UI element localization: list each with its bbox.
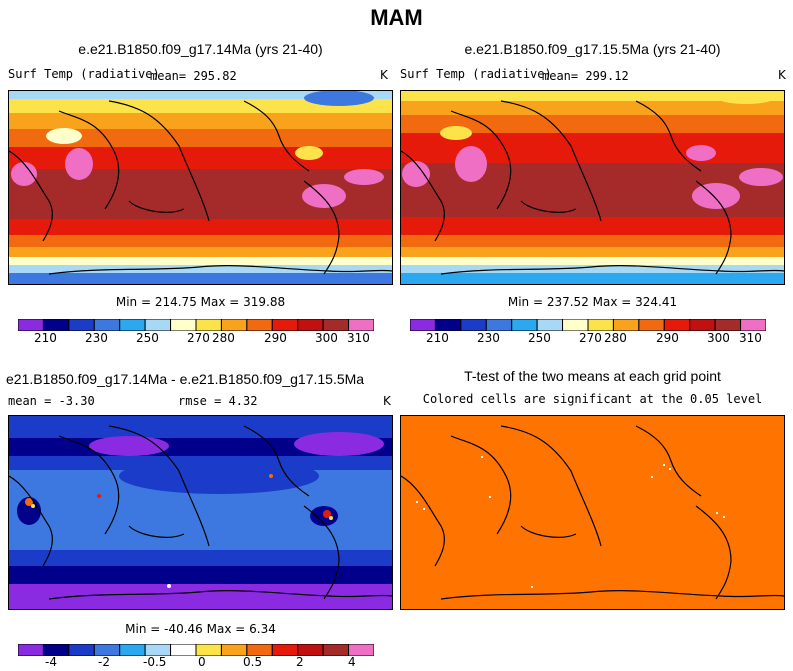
cb1-label: 310 xyxy=(347,331,370,345)
panel4-map xyxy=(400,415,785,610)
panel2-variable-label: Surf Temp (radiative) xyxy=(400,67,552,81)
panel2-units: K xyxy=(778,68,786,82)
panel1-map xyxy=(8,90,393,285)
cb3-label: 2 xyxy=(296,655,304,669)
cb2-label: 310 xyxy=(739,331,762,345)
cb2-label: 300 xyxy=(707,331,730,345)
colorbar-swatch xyxy=(246,318,273,332)
cb1-label: 280 xyxy=(212,331,235,345)
colorbar-swatch xyxy=(409,318,436,332)
cb1-label: 250 xyxy=(136,331,159,345)
colorbar-swatch xyxy=(714,318,742,332)
panel2-map xyxy=(400,90,785,285)
panel4-title: T-test of the two means at each grid poi… xyxy=(464,368,721,384)
cb3-label: 4 xyxy=(348,655,356,669)
cb2-label: 230 xyxy=(477,331,500,345)
colorbar-swatch xyxy=(195,318,222,332)
colorbar-swatch xyxy=(536,318,564,332)
panel3-map xyxy=(8,415,393,610)
figure-title: MAM xyxy=(370,5,423,30)
colorbar-swatch xyxy=(42,318,70,332)
cb2-label: 290 xyxy=(656,331,679,345)
cb3-label: -4 xyxy=(45,655,57,669)
colorbar-swatch xyxy=(460,318,487,332)
panel2-mean: mean= 299.12 xyxy=(542,69,629,83)
cb3-label: -2 xyxy=(98,655,110,669)
panel3-mean: mean = -3.30 xyxy=(8,394,95,408)
colorbar-swatch xyxy=(17,318,44,332)
panel4-subtitle: Colored cells are significant at the 0.0… xyxy=(422,392,763,406)
cb2-label: 210 xyxy=(426,331,449,345)
colorbar-swatch xyxy=(271,318,299,332)
colorbar-swatch xyxy=(740,318,767,332)
cb2-label: 270 xyxy=(579,331,602,345)
cb1-label: 290 xyxy=(264,331,287,345)
panel1-colorbar xyxy=(17,318,375,336)
panel3-minmax: Min = -40.46 Max = 6.34 xyxy=(125,622,276,636)
colorbar-swatch xyxy=(638,318,665,332)
colorbar-swatch xyxy=(485,318,513,332)
colorbar-swatch xyxy=(220,318,248,332)
colorbar-swatch xyxy=(170,318,197,332)
cb3-label: 0.5 xyxy=(243,655,263,669)
panel2-title: e.e21.B1850.f09_g17.15.5Ma (yrs 21-40) xyxy=(464,41,721,57)
panel3-title: e21.B1850.f09_g17.14Ma - e.e21.B1850.f09… xyxy=(6,371,365,387)
panel2-colorbar-labels: 210 230 250 270 280 290 300 310 xyxy=(410,331,766,347)
colorbar-swatch xyxy=(322,318,350,332)
colorbar-swatch xyxy=(689,318,716,332)
panel2-colorbar xyxy=(409,318,767,336)
panel1-mean: mean= 295.82 xyxy=(150,69,237,83)
colorbar-swatch xyxy=(587,318,614,332)
panel3-rmse: rmse = 4.32 xyxy=(178,394,258,408)
cb2-label: 280 xyxy=(604,331,627,345)
cb2-label: 250 xyxy=(528,331,551,345)
cb1-label: 210 xyxy=(34,331,57,345)
colorbar-swatch xyxy=(297,318,324,332)
colorbar-swatch xyxy=(511,318,538,332)
colorbar-swatch xyxy=(93,318,121,332)
cb3-label: -0.5 xyxy=(143,655,167,669)
cb1-label: 230 xyxy=(85,331,108,345)
panel3-colorbar-labels: -4 -2 -0.5 0 0.5 2 4 xyxy=(18,655,374,671)
cb3-label: 0 xyxy=(198,655,206,669)
panel1-minmax: Min = 214.75 Max = 319.88 xyxy=(115,295,286,309)
colorbar-swatch xyxy=(144,318,172,332)
colorbar-swatch xyxy=(348,318,375,332)
cb1-label: 270 xyxy=(187,331,210,345)
panel1-colorbar-labels: 210 230 250 270 280 290 300 310 xyxy=(18,331,374,347)
colorbar-swatch xyxy=(119,318,146,332)
panel1-variable-label: Surf Temp (radiative) xyxy=(8,67,160,81)
panel2-minmax: Min = 237.52 Max = 324.41 xyxy=(507,295,678,309)
colorbar-swatch xyxy=(663,318,691,332)
colorbar-swatch xyxy=(68,318,95,332)
colorbar-swatch xyxy=(562,318,589,332)
cb1-label: 300 xyxy=(315,331,338,345)
colorbar-swatch xyxy=(434,318,462,332)
colorbar-swatch xyxy=(612,318,640,332)
panel1-units: K xyxy=(380,68,388,82)
panel3-units: K xyxy=(383,394,391,408)
panel1-title: e.e21.B1850.f09_g17.14Ma (yrs 21-40) xyxy=(78,41,323,57)
